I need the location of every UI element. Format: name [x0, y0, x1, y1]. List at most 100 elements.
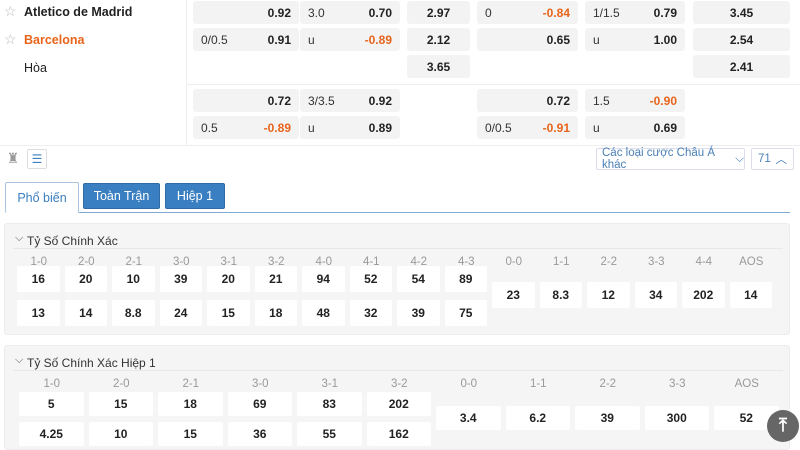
score-odds-draw[interactable]: 3.4 [436, 406, 501, 430]
section-title[interactable]: Tỷ Số Chính Xác Hiệp 1 [27, 356, 156, 370]
favorite-star-icon[interactable]: ☆ [4, 3, 17, 19]
score-odds-home[interactable]: 89 [444, 266, 487, 292]
score-odds-home[interactable]: 20 [64, 266, 107, 292]
layout-toggle-icon[interactable]: ☰ [27, 149, 47, 169]
odds-cell[interactable]: 0.92 [193, 1, 299, 24]
section-title[interactable]: Tỷ Số Chính Xác [27, 234, 118, 248]
score-odds-away[interactable]: 4.25 [19, 422, 84, 446]
score-odds-draw[interactable]: 6.2 [505, 406, 570, 430]
score-odds-home[interactable]: 202 [366, 392, 431, 416]
odds-cell[interactable]: 0.5 -0.89 [193, 116, 299, 139]
score-odds-draw[interactable]: 14 [729, 282, 772, 308]
score-odds-draw[interactable]: 202 [682, 282, 725, 308]
score-odds-away[interactable]: 10 [88, 422, 153, 446]
score-odds-away[interactable]: 55 [297, 422, 362, 446]
score-odds-home[interactable]: 20 [207, 266, 250, 292]
odds-cell[interactable]: 3.65 [407, 55, 470, 78]
odds-value: -0.84 [542, 5, 570, 20]
odds-cell[interactable]: u -0.89 [300, 28, 400, 51]
score-odds-draw[interactable]: 12 [587, 282, 630, 308]
score-odds-away[interactable]: 48 [302, 300, 345, 326]
odds-value: -0.89 [263, 120, 291, 135]
odds-cell[interactable]: 2.12 [407, 28, 470, 51]
handicap-line: 3/3.5 [308, 93, 335, 108]
score-odds-away[interactable]: 39 [397, 300, 440, 326]
chevron-down-icon: ⌵ [735, 152, 744, 165]
odds-cell[interactable]: 1.5 -0.90 [585, 89, 685, 112]
odds-cell[interactable]: 3/3.5 0.92 [300, 89, 400, 112]
odds-value: -0.89 [364, 32, 392, 47]
score-header: 0-0 [505, 256, 523, 268]
score-odds-away[interactable]: 75 [444, 300, 487, 326]
score-odds-draw[interactable]: 23 [492, 282, 535, 308]
favorite-star-icon[interactable]: ☆ [4, 31, 17, 47]
score-odds-home[interactable]: 5 [19, 392, 84, 416]
scroll-to-top-icon[interactable]: ⤒ [767, 410, 799, 442]
handicap-line: 0.5 [201, 120, 218, 135]
chevron-down-icon[interactable]: ⌵ [15, 232, 24, 244]
asian-bets-label: Các loại cược Châu Á khác [602, 147, 716, 171]
score-header: 0-0 [460, 378, 478, 390]
odds-cell[interactable]: 0.72 [193, 89, 299, 112]
odds-value: 0.69 [653, 120, 677, 135]
score-odds-home[interactable]: 16 [17, 266, 60, 292]
score-odds-home[interactable]: 94 [302, 266, 345, 292]
odds-cell[interactable]: 0.65 [477, 28, 578, 51]
collapse-markets-button[interactable]: 71 ︿ [751, 148, 794, 170]
score-odds-home[interactable]: 52 [349, 266, 392, 292]
odds-value: 2.41 [729, 59, 754, 74]
jersey-icon[interactable]: ♜ [6, 150, 20, 166]
score-odds-home[interactable]: 39 [159, 266, 202, 292]
score-odds-draw[interactable]: 300 [644, 406, 709, 430]
odds-value: 0.72 [267, 93, 291, 108]
score-odds-home[interactable]: 69 [227, 392, 292, 416]
score-header: 1-0 [43, 378, 61, 390]
score-odds-away[interactable]: 13 [17, 300, 60, 326]
odds-cell[interactable]: u 1.00 [585, 28, 685, 51]
score-odds-away[interactable]: 24 [159, 300, 202, 326]
score-odds-home[interactable]: 54 [397, 266, 440, 292]
score-odds-away[interactable]: 162 [366, 422, 431, 446]
handicap-line: 1.5 [593, 93, 610, 108]
odds-cell[interactable]: 0/0.5 0.91 [193, 28, 299, 51]
odds-cell[interactable]: 0.72 [477, 89, 578, 112]
handicap-line: 3.0 [308, 5, 325, 20]
score-odds-home[interactable]: 83 [297, 392, 362, 416]
score-header: AOS [734, 378, 759, 390]
chevron-up-icon: ︿ [775, 154, 788, 166]
handicap-line: 0/0.5 [485, 120, 512, 135]
score-odds-home[interactable]: 18 [158, 392, 223, 416]
score-odds-away[interactable]: 15 [158, 422, 223, 446]
score-odds-draw[interactable]: 39 [575, 406, 640, 430]
tab-popular[interactable]: Phổ biến [5, 182, 79, 213]
score-odds-away[interactable]: 36 [227, 422, 292, 446]
score-odds-home[interactable]: 21 [254, 266, 297, 292]
odds-cell[interactable]: 3.45 [693, 1, 790, 24]
odds-cell[interactable]: u 0.89 [300, 116, 400, 139]
score-header: AOS [739, 256, 764, 268]
odds-cell[interactable]: 1/1.5 0.79 [585, 1, 685, 24]
odds-cell[interactable]: 2.54 [693, 28, 790, 51]
score-header: 3-3 [668, 378, 686, 390]
score-header: 2-1 [182, 378, 200, 390]
score-odds-draw[interactable]: 8.3 [539, 282, 582, 308]
tab-first-half[interactable]: Hiệp 1 [165, 183, 225, 209]
score-odds-home[interactable]: 15 [88, 392, 153, 416]
score-odds-away[interactable]: 8.8 [112, 300, 155, 326]
odds-cell[interactable]: 3.0 0.70 [300, 1, 400, 24]
asian-bets-dropdown[interactable]: Các loại cược Châu Á khác ⌵ [596, 147, 745, 171]
score-odds-away[interactable]: 14 [64, 300, 107, 326]
score-odds-draw[interactable]: 34 [634, 282, 677, 308]
tab-full-match[interactable]: Toàn Trận [83, 183, 160, 209]
score-odds-away[interactable]: 15 [207, 300, 250, 326]
score-odds-away[interactable]: 32 [349, 300, 392, 326]
odds-cell[interactable]: u 0.69 [585, 116, 685, 139]
odds-value: 0.72 [546, 93, 570, 108]
odds-cell[interactable]: 2.97 [407, 1, 470, 24]
chevron-down-icon[interactable]: ⌵ [15, 354, 24, 366]
score-odds-away[interactable]: 18 [254, 300, 297, 326]
odds-cell[interactable]: 2.41 [693, 55, 790, 78]
odds-cell[interactable]: 0/0.5 -0.91 [477, 116, 578, 139]
odds-cell[interactable]: 0 -0.84 [477, 1, 578, 24]
score-odds-home[interactable]: 10 [112, 266, 155, 292]
